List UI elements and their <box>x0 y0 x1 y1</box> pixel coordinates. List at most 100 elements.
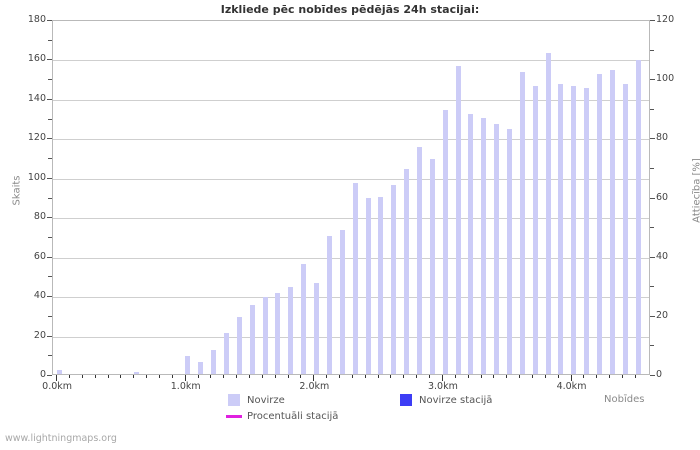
bar <box>545 52 551 374</box>
x-tick-minor <box>107 375 109 378</box>
x-tick-minor <box>120 375 122 378</box>
x-tick-minor <box>300 375 302 378</box>
bar <box>609 70 615 374</box>
gridline <box>53 60 649 62</box>
x-tick-minor <box>146 375 148 378</box>
y-tick-right-minor <box>650 345 654 347</box>
legend-item-novirze-stacija[interactable]: Novirze stacijā <box>400 392 492 408</box>
bar <box>224 332 230 374</box>
bar <box>339 230 345 374</box>
y-axis-right-title: Attiecība [%] <box>691 158 700 223</box>
y-axis-left-title: Skaits <box>11 175 23 206</box>
bar <box>301 263 307 374</box>
bar <box>56 370 62 374</box>
y-axis-right-tick-label: 120 <box>656 14 675 25</box>
bar <box>378 196 384 374</box>
x-tick-minor <box>261 375 263 378</box>
bar <box>404 168 410 374</box>
bar <box>494 123 500 374</box>
legend-label-novirze-stacija: Novirze stacijā <box>419 394 493 406</box>
legend-line-procentuali-stacija <box>226 414 242 418</box>
bar <box>558 84 564 374</box>
x-tick-major <box>313 375 315 381</box>
x-tick-minor <box>94 375 96 378</box>
x-tick-minor <box>68 375 70 378</box>
chart-title: Izkliede pēc nobīdes pēdējās 24h stacija… <box>220 3 480 16</box>
y-axis-left-tick-label: 20 <box>33 329 46 341</box>
y-tick-major <box>47 138 52 140</box>
y-axis-right-tick-label: 80 <box>656 132 669 144</box>
bar <box>519 72 525 374</box>
gridline <box>53 336 649 338</box>
x-axis-tick-label: 2.0km <box>299 381 330 392</box>
y-axis-left-tick-label: 140 <box>27 92 46 104</box>
y-tick-major <box>47 98 52 100</box>
gridline <box>53 99 649 101</box>
y-axis-right-tick-label: 60 <box>656 191 669 203</box>
y-tick-right-minor <box>650 167 654 169</box>
x-axis-tick-label: 1.0km <box>170 381 201 392</box>
gridline <box>53 178 649 180</box>
bar <box>326 235 332 374</box>
y-axis-left-tick-label: 0 <box>39 369 46 380</box>
x-tick-minor <box>351 375 353 378</box>
bar <box>391 184 397 374</box>
y-tick-major <box>47 59 52 61</box>
x-tick-minor <box>390 375 392 378</box>
x-tick-minor <box>467 375 469 378</box>
bar <box>596 74 602 374</box>
y-tick-major <box>47 20 52 21</box>
y-tick-right-minor <box>650 108 654 110</box>
bar <box>584 88 590 374</box>
y-axis-left-tick-label: 100 <box>27 171 46 183</box>
y-tick-minor <box>48 236 52 238</box>
watermark: www.lightningmaps.org <box>5 433 117 444</box>
bar <box>262 297 268 374</box>
x-tick-minor <box>596 375 598 378</box>
bar <box>416 147 422 374</box>
x-tick-minor <box>364 375 366 378</box>
y-axis-left-tick-label: 120 <box>27 132 46 144</box>
x-tick-minor <box>249 375 251 378</box>
x-tick-minor <box>634 375 636 378</box>
x-tick-minor <box>274 375 276 378</box>
x-tick-minor <box>544 375 546 378</box>
x-tick-major <box>570 375 572 381</box>
x-tick-minor <box>171 375 173 378</box>
y-axis-right-tick-label: 100 <box>656 73 675 85</box>
x-tick-minor <box>583 375 585 378</box>
gridline <box>53 297 649 299</box>
bar <box>622 84 628 374</box>
gridline <box>53 139 649 141</box>
legend-label-novirze: Novirze <box>247 394 285 406</box>
y-tick-minor <box>48 197 52 199</box>
x-tick-major <box>56 375 58 381</box>
x-tick-major <box>441 375 443 381</box>
x-tick-minor <box>621 375 623 378</box>
y-axis-right-tick-label: 20 <box>656 309 669 321</box>
y-tick-right-minor <box>650 286 654 288</box>
bar <box>134 372 140 374</box>
legend-item-novirze[interactable]: Novirze <box>228 392 285 408</box>
y-tick-right-major <box>650 20 655 21</box>
bar <box>506 129 512 374</box>
gridline <box>53 218 649 220</box>
bar <box>198 362 204 374</box>
x-axis-tick-label: 3.0km <box>427 381 458 392</box>
bar <box>236 316 242 374</box>
bar <box>249 304 255 374</box>
bar <box>314 283 320 374</box>
y-tick-major <box>47 375 52 376</box>
y-tick-right-major <box>650 375 655 376</box>
y-tick-right-major <box>650 315 655 317</box>
x-tick-minor <box>223 375 225 378</box>
bar <box>468 113 474 374</box>
y-tick-major <box>47 217 52 219</box>
y-axis-right-tick-label: 40 <box>656 250 669 262</box>
x-tick-minor <box>557 375 559 378</box>
bar <box>365 198 371 374</box>
legend-item-procentuali-stacija[interactable]: Procentuāli stacijā <box>226 408 338 424</box>
x-tick-minor <box>480 375 482 378</box>
gridline <box>53 257 649 259</box>
y-tick-right-minor <box>650 49 654 51</box>
